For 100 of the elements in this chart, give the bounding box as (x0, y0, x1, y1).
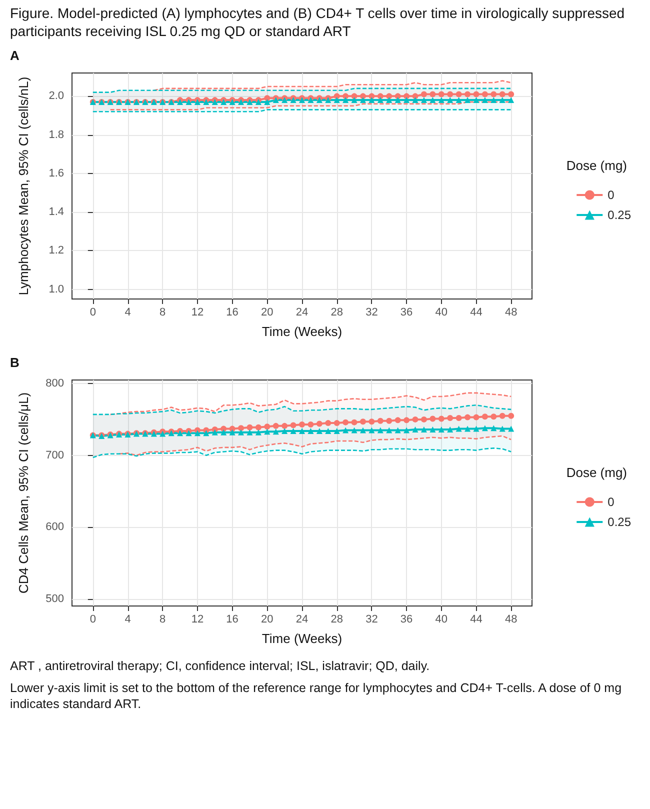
y-tick-label: 1.4 (48, 206, 64, 218)
x-tick-label: 0 (90, 614, 96, 626)
y-tick-label: 1.0 (48, 283, 64, 296)
point (299, 428, 305, 434)
point (430, 426, 436, 433)
x-tick-label: 0 (90, 306, 96, 318)
y-tick-label: 1.6 (48, 167, 64, 180)
line-series (118, 435, 512, 456)
x-axis-title: Time (Weeks) (262, 631, 342, 646)
point (264, 428, 270, 435)
y-tick-label: 1.2 (48, 244, 64, 257)
point (282, 422, 288, 429)
x-tick-label: 8 (160, 614, 166, 626)
point (246, 429, 253, 436)
point (368, 93, 375, 100)
x-tick-label: 40 (435, 306, 448, 318)
x-tick-label: 44 (470, 614, 482, 626)
point (394, 417, 401, 424)
text: ART , antiretroviral therapy; CI, confidence interval; ISL, islatravir; QD, daily. (9, 658, 431, 675)
point (360, 418, 366, 425)
point (342, 427, 349, 434)
y-tick-label: 2.0 (48, 90, 64, 102)
point (464, 91, 471, 98)
y-tick-label: 600 (46, 521, 64, 534)
point (272, 428, 279, 435)
y-axis-title: CD4 Cells Mean, 95% CI (cells/μL) (16, 392, 31, 594)
point (508, 97, 514, 104)
point (464, 97, 471, 104)
x-tick-label: 36 (400, 306, 413, 318)
point (438, 426, 444, 433)
point (203, 430, 210, 436)
x-tick-label: 28 (330, 614, 343, 626)
point (456, 426, 462, 432)
point (394, 93, 401, 100)
point (404, 93, 410, 100)
point (325, 428, 332, 434)
point (351, 93, 358, 100)
point (447, 97, 454, 104)
x-tick-label: 32 (366, 306, 378, 318)
point (420, 426, 427, 433)
point (272, 422, 279, 429)
chart-subtitle: A (9, 47, 20, 63)
line-series (92, 448, 512, 458)
point (386, 97, 392, 104)
point (238, 425, 244, 432)
point (499, 412, 506, 419)
point (386, 93, 392, 100)
point (334, 93, 340, 100)
point (430, 97, 436, 104)
legend-title: Dose (mg) (566, 464, 628, 480)
point (482, 97, 488, 104)
point (290, 422, 296, 428)
point (438, 91, 444, 98)
legend-label: 0 (608, 495, 615, 509)
point (499, 91, 506, 98)
point (351, 419, 358, 426)
text: Lower y-axis limit is set to the bottom of the reference range for lymphocytes and CD4+ T-cells. A dose of 0 mg indicates standard ART. (9, 680, 623, 713)
point (394, 97, 401, 104)
point (351, 97, 358, 104)
point (482, 414, 488, 420)
x-tick-label: 12 (191, 306, 204, 318)
x-tick-label: 36 (400, 614, 413, 626)
point (473, 426, 480, 432)
point (412, 93, 418, 100)
y-tick-label: 500 (46, 592, 64, 605)
y-tick-label: 1.8 (48, 128, 64, 141)
point (299, 421, 305, 428)
point (386, 427, 392, 434)
point (334, 420, 340, 426)
y-tick-label: 800 (46, 378, 64, 390)
point (238, 429, 244, 436)
point (325, 420, 332, 426)
legend-label: 0.25 (608, 208, 632, 222)
y-tick-label: 700 (46, 449, 64, 462)
point (464, 414, 471, 420)
point (368, 97, 375, 104)
point (186, 430, 192, 436)
point (342, 419, 349, 426)
point (412, 97, 418, 104)
point (334, 97, 340, 104)
point (473, 91, 480, 98)
point (490, 425, 497, 432)
point (412, 426, 418, 433)
point (412, 416, 418, 422)
point (377, 418, 384, 424)
point (490, 91, 497, 98)
point (368, 418, 375, 425)
x-tick-label: 4 (124, 614, 131, 626)
point (377, 93, 384, 100)
point (394, 427, 401, 434)
point (420, 416, 427, 422)
point (386, 418, 392, 424)
x-tick-label: 4 (124, 306, 131, 318)
x-axis-title: Time (Weeks) (262, 324, 342, 339)
point (360, 427, 366, 434)
point (264, 98, 270, 105)
point (430, 91, 436, 98)
legend-label: 0.25 (608, 515, 632, 529)
point (377, 427, 384, 434)
point (456, 97, 462, 104)
